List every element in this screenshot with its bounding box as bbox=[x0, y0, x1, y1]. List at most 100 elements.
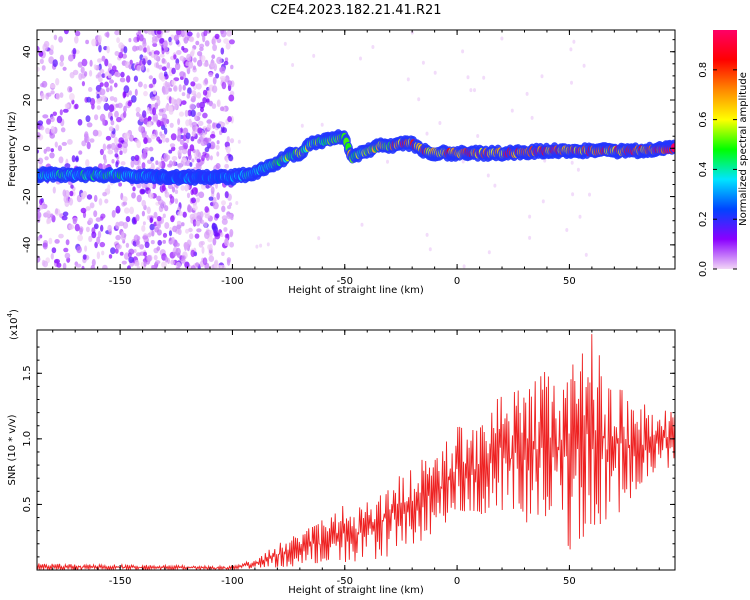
noise-dot bbox=[174, 62, 181, 71]
noise-dot bbox=[170, 133, 177, 141]
noise-dot bbox=[171, 146, 176, 152]
noise-dot bbox=[202, 97, 207, 104]
noise-dot bbox=[191, 187, 198, 195]
noise-dot bbox=[194, 233, 200, 239]
noise-dot bbox=[115, 221, 120, 230]
noise-dot bbox=[212, 237, 217, 246]
noise-dot bbox=[50, 125, 55, 134]
noise-dot bbox=[223, 60, 229, 66]
noise-dot bbox=[103, 102, 110, 111]
noise-dot bbox=[150, 133, 156, 140]
noise-dot bbox=[192, 76, 199, 83]
noise-dot bbox=[206, 90, 212, 98]
noise-dot bbox=[176, 220, 182, 225]
noise-dot bbox=[223, 38, 230, 44]
noise-dot bbox=[197, 59, 203, 67]
noise-dot bbox=[101, 95, 108, 102]
noise-dot bbox=[163, 87, 169, 95]
noise-dot bbox=[96, 98, 102, 104]
noise-dot bbox=[142, 110, 147, 118]
noise-dot bbox=[46, 92, 52, 97]
noise-dot bbox=[196, 92, 202, 99]
noise-dot bbox=[466, 75, 470, 80]
snr-frame bbox=[36, 329, 676, 571]
noise-dot bbox=[153, 50, 160, 56]
noise-dot bbox=[150, 240, 155, 245]
noise-dot bbox=[186, 31, 193, 37]
noise-dot bbox=[68, 224, 74, 230]
noise-dot bbox=[96, 236, 101, 245]
noise-dot bbox=[139, 116, 144, 122]
noise-dot bbox=[104, 58, 109, 67]
noise-dot bbox=[143, 83, 148, 89]
noise-dot bbox=[72, 218, 77, 225]
noise-dot bbox=[177, 211, 184, 216]
noise-dot bbox=[211, 103, 217, 109]
noise-dot bbox=[183, 241, 189, 249]
noise-dot bbox=[51, 247, 57, 254]
noise-dot bbox=[99, 88, 106, 96]
noise-dot bbox=[56, 115, 63, 124]
noise-dot bbox=[175, 266, 181, 269]
noise-dot bbox=[204, 40, 210, 47]
y-tick-label: 1.0 bbox=[22, 431, 33, 447]
noise-dot bbox=[216, 140, 220, 145]
noise-dot bbox=[178, 111, 185, 117]
noise-dot bbox=[108, 104, 115, 112]
noise-dot bbox=[165, 82, 171, 88]
noise-dot bbox=[183, 77, 189, 86]
noise-dot bbox=[540, 74, 544, 79]
noise-dot bbox=[406, 77, 410, 82]
noise-dot bbox=[117, 102, 123, 109]
noise-dot bbox=[196, 32, 200, 39]
noise-dot bbox=[161, 185, 166, 192]
noise-dot bbox=[176, 224, 182, 230]
noise-dot bbox=[110, 142, 116, 151]
y-tick-label: 0 bbox=[22, 145, 33, 151]
noise-dot bbox=[139, 188, 145, 195]
noise-dot bbox=[197, 127, 203, 134]
noise-dot bbox=[196, 102, 201, 109]
noise-dot bbox=[39, 125, 45, 131]
noise-dot bbox=[98, 198, 103, 206]
noise-dot bbox=[165, 137, 170, 143]
y-tick-label: 1.5 bbox=[22, 365, 33, 381]
noise-dot bbox=[115, 161, 119, 168]
noise-dot bbox=[156, 119, 161, 128]
noise-dot bbox=[161, 261, 167, 268]
colorbar-ticks: 0.0 0.2 0.4 0.6 0.8 bbox=[698, 62, 737, 277]
noise-dot bbox=[77, 234, 83, 242]
noise-dot bbox=[102, 163, 106, 171]
noise-dot bbox=[81, 265, 85, 269]
y-tick-label: -40 bbox=[22, 237, 33, 253]
noise-dot bbox=[54, 239, 60, 244]
noise-dot bbox=[85, 115, 91, 123]
noise-dot bbox=[410, 30, 414, 35]
noise-dots bbox=[37, 30, 591, 269]
noise-dot bbox=[197, 152, 202, 159]
noise-dot bbox=[37, 236, 41, 241]
noise-dot bbox=[222, 127, 227, 134]
noise-dot bbox=[570, 80, 573, 85]
noise-dot bbox=[216, 123, 221, 129]
noise-dot bbox=[106, 144, 112, 150]
noise-dot bbox=[88, 87, 93, 92]
noise-dot bbox=[168, 149, 173, 154]
trace-core bbox=[670, 143, 675, 153]
noise-dot bbox=[187, 87, 192, 95]
noise-dot bbox=[122, 201, 128, 206]
noise-dot bbox=[82, 254, 87, 260]
noise-dot bbox=[185, 132, 191, 140]
noise-dot bbox=[59, 61, 64, 67]
noise-dot bbox=[200, 106, 204, 113]
noise-dot bbox=[38, 50, 44, 57]
noise-dot bbox=[54, 258, 60, 264]
noise-dot bbox=[69, 190, 74, 197]
noise-dot bbox=[227, 116, 232, 123]
noise-dot bbox=[55, 208, 59, 215]
x-tick-label: 0 bbox=[454, 276, 460, 287]
noise-dot bbox=[206, 142, 212, 149]
noise-dot bbox=[181, 148, 188, 155]
noise-dot bbox=[177, 228, 182, 235]
noise-dot bbox=[124, 132, 130, 140]
